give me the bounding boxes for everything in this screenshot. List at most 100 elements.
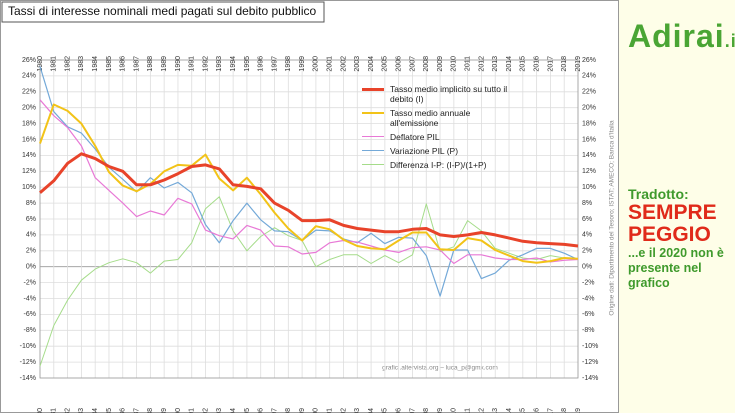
y-tick-label: -2% (24, 279, 36, 286)
x-tick-label: 1986 (120, 56, 127, 72)
x-tick-label: 2000 (313, 56, 320, 72)
y-tick-label: -8% (24, 327, 36, 334)
x-tick-label: 2015 (520, 56, 527, 72)
legend-swatch (362, 150, 384, 151)
legend-label: Deflatore PIL (390, 132, 440, 142)
y2-tick-label: -10% (582, 343, 598, 350)
x-tick-label: 2010 (451, 56, 458, 72)
x-tick-label: 1984 (92, 408, 99, 413)
y2-tick-label: 10% (582, 184, 596, 191)
x-tick-label: 2012 (478, 56, 485, 72)
chart: Tassi di interesse nominali medi pagati … (0, 0, 619, 413)
x-tick-label: 1993 (216, 408, 223, 413)
legend-label: Tasso medio implicito su tutto il debito… (390, 84, 508, 104)
x-tick-label: 2000 (313, 408, 320, 413)
x-tick-label: 1991 (189, 408, 196, 413)
x-tick-label: 1993 (216, 56, 223, 72)
y2-tick-label: -8% (582, 327, 594, 334)
x-tick-label: 2009 (437, 56, 444, 72)
x-tick-label: 2014 (506, 408, 513, 413)
x-tick-label: 1995 (244, 56, 251, 72)
chart-title: Tassi di interesse nominali medi pagati … (8, 4, 317, 18)
legend-item: Variazione PIL (P) (362, 146, 512, 156)
x-tick-label: 1981 (51, 56, 58, 72)
side-panel: Adirai.it Tradotto: SEMPRE PEGGIO ...e i… (622, 0, 735, 413)
x-tick-label: 1981 (51, 408, 58, 413)
source: Origine dati: Dipartimento del Tesoro; I… (609, 120, 616, 316)
y-tick-label: 20% (22, 105, 36, 112)
x-tick-label: 1997 (271, 408, 278, 413)
y2-tick-label: -6% (582, 311, 594, 318)
x-tick-label: 2008 (423, 56, 430, 72)
series-line (39, 99, 579, 265)
y-tick-label: -12% (20, 359, 36, 366)
y2-tick-label: 22% (582, 89, 596, 96)
legend-swatch (362, 164, 384, 165)
y-tick-label: 12% (22, 168, 36, 175)
x-tick-label: 2014 (506, 56, 513, 72)
x-tick-label: 2004 (368, 56, 375, 72)
x-tick-label: 1997 (271, 56, 278, 72)
x-tick-label: 2016 (533, 56, 540, 72)
series-line (39, 152, 579, 248)
x-tick-label: 2002 (340, 408, 347, 413)
x-tick-label: 2015 (520, 408, 527, 413)
x-tick-label: 1982 (64, 408, 71, 413)
x-tick-label: 1986 (120, 408, 127, 413)
x-tick-label: 2007 (409, 408, 416, 413)
y-tick-label: 16% (22, 136, 36, 143)
x-tick-label: 1998 (285, 56, 292, 72)
x-tick-label: 2018 (561, 56, 568, 72)
x-tick-label: 2007 (409, 56, 416, 72)
x-tick-label: 2004 (368, 408, 375, 413)
x-tick-label: 2002 (340, 56, 347, 72)
x-tick-label: 2011 (464, 56, 471, 71)
note-1: Tradotto: (628, 186, 689, 202)
legend-label: Variazione PIL (P) (390, 146, 459, 156)
x-tick-label: 1985 (106, 56, 113, 72)
x-tick-label: 1984 (92, 56, 99, 72)
y-tick-label: -6% (24, 311, 36, 318)
x-tick-label: 1987 (133, 408, 140, 413)
x-tick-label: 2012 (478, 408, 485, 413)
series-line (39, 103, 579, 264)
x-tick-label: 2008 (423, 408, 430, 413)
y-tick-label: 6% (26, 216, 36, 223)
y2-tick-label: -4% (582, 295, 594, 302)
x-tick-label: 1992 (202, 408, 209, 413)
x-tick-label: 1983 (78, 56, 85, 72)
x-tick-label: 1996 (258, 56, 265, 72)
x-tick-label: 1989 (161, 408, 168, 413)
x-tick-label: 2001 (327, 56, 334, 72)
x-tick-label: 2017 (547, 408, 554, 413)
y-tick-label: -4% (24, 295, 36, 302)
x-tick-label: 1991 (189, 56, 196, 72)
x-tick-label: 1998 (285, 408, 292, 413)
y2-tick-label: 26% (582, 57, 596, 64)
x-tick-label: 1999 (299, 408, 306, 413)
y2-tick-label: 0% (582, 264, 592, 271)
x-tick-label: 2018 (561, 408, 568, 413)
legend-item: Deflatore PIL (362, 132, 512, 142)
legend-item: Tasso medio annuale all'emissione (362, 108, 512, 128)
x-tick-label: 2006 (396, 56, 403, 72)
x-tick-label: 2011 (464, 408, 471, 413)
x-tick-label: 2003 (354, 408, 361, 413)
logo-main: Adirai (628, 18, 725, 54)
y-tick-label: 0% (26, 264, 36, 271)
x-tick-label: 1985 (106, 408, 113, 413)
y-tick-label: 8% (26, 200, 36, 207)
y2-tick-label: 14% (582, 152, 596, 159)
y2-tick-label: 6% (582, 216, 592, 223)
x-tick-label: 2017 (547, 56, 554, 72)
legend-label: Differenza I-P: (I-P)/(1+P) (390, 160, 487, 170)
legend-swatch (362, 88, 384, 91)
x-tick-label: 1996 (258, 408, 265, 413)
x-tick-label: 1980 (37, 408, 44, 413)
x-tick-label: 2005 (382, 56, 389, 72)
y2-tick-label: 16% (582, 136, 596, 143)
note-3: ...e il 2020 non è presente nel grafico (628, 246, 724, 290)
x-tick-label: 2009 (437, 408, 444, 413)
x-tick-label: 1999 (299, 56, 306, 72)
y-tick-label: -14% (20, 375, 36, 382)
